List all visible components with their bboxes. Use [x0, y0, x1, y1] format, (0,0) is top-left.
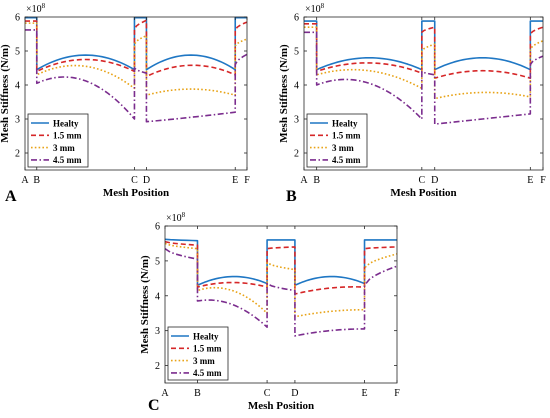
y-tick-label: 5	[155, 256, 160, 267]
y-tick-label: 4	[294, 81, 299, 92]
y-multiplier-base: ×10	[166, 213, 182, 224]
legend: Healty 1.5 mm 3 mm 4.5 mm	[27, 113, 89, 168]
x-axis-label: Mesh Position	[248, 400, 314, 412]
x-tick-label: E	[527, 175, 533, 186]
y-axis-label: Mesh Stiffness (N/m)	[139, 255, 151, 354]
y-axis-label: Mesh Stiffness (N/m)	[278, 44, 290, 143]
y-multiplier-base: ×10	[305, 4, 321, 15]
y-tick-label: 6	[155, 222, 160, 233]
y-axis-multiplier: ×108	[26, 2, 46, 15]
legend-entry-label: 3 mm	[53, 143, 75, 153]
panel-label: C	[148, 397, 160, 414]
x-tick-label: B	[33, 175, 40, 186]
series-line-4-5-mm	[165, 248, 397, 337]
series-line-4-5-mm	[304, 31, 543, 125]
y-tick-label: 3	[155, 326, 160, 337]
y-tick-label: 5	[294, 47, 299, 58]
chart-panel-c: 2 3 4 5 6 A B C D E F ×108 Mesh Position Mesh Stiffne…	[139, 211, 400, 414]
legend-entry-label: 4.5 mm	[193, 368, 222, 378]
legend-entry-label: Healty	[332, 118, 358, 128]
plot-area-frame	[164, 225, 398, 384]
series-line-4-5-mm	[25, 29, 247, 123]
legend-entry-label: Healty	[193, 331, 219, 341]
series-line-1-5-mm	[165, 240, 397, 295]
legend-entry-label: 3 mm	[193, 356, 215, 366]
series-line-3-mm	[165, 242, 397, 318]
y-tick-label: 3	[294, 115, 299, 126]
x-tick-label: B	[194, 388, 201, 399]
y-tick-label: 2	[294, 149, 299, 160]
series-line-healty	[165, 238, 397, 287]
x-axis-label: Mesh Position	[103, 187, 169, 199]
series-line-1-5-mm	[304, 23, 543, 79]
panel-label: A	[5, 188, 17, 205]
y-tick-label: 4	[15, 81, 20, 92]
legend: Healty 1.5 mm 3 mm 4.5 mm	[306, 113, 368, 168]
x-tick-label: E	[361, 388, 367, 399]
series-line-healty	[304, 20, 543, 71]
x-tick-label: D	[291, 388, 298, 399]
y-axis-multiplier: ×108	[166, 211, 186, 224]
x-tick-label: B	[313, 175, 320, 186]
series-line-healty	[25, 16, 247, 71]
x-tick-label: A	[161, 388, 169, 399]
x-tick-label: E	[232, 175, 238, 186]
y-multiplier-exponent: 8	[182, 211, 186, 219]
y-multiplier-exponent: 8	[321, 2, 325, 10]
series-line-1-5-mm	[25, 19, 247, 78]
x-tick-label: A	[300, 175, 308, 186]
plot-area-frame	[303, 16, 544, 171]
y-multiplier-base: ×10	[26, 4, 42, 15]
x-tick-label: D	[431, 175, 438, 186]
x-tick-label: D	[143, 175, 150, 186]
x-axis-label: Mesh Position	[390, 187, 456, 199]
y-tick-label: 6	[15, 13, 20, 24]
y-axis-multiplier: ×108	[305, 2, 325, 15]
x-tick-label: C	[264, 388, 271, 399]
y-multiplier-exponent: 8	[42, 2, 46, 10]
y-tick-label: 2	[15, 149, 20, 160]
x-tick-label: A	[21, 175, 29, 186]
y-tick-label: 6	[294, 13, 299, 24]
chart-panel-b: 2 3 4 5 6 A B C D E F ×108 Mesh Position Mesh Stiffne…	[278, 2, 546, 205]
x-tick-label: F	[244, 175, 250, 186]
y-axis-label: Mesh Stiffness (N/m)	[0, 44, 11, 143]
x-tick-label: C	[131, 175, 138, 186]
x-tick-label: F	[394, 388, 400, 399]
plot-area-frame	[24, 16, 248, 171]
legend-entry-label: 4.5 mm	[332, 155, 361, 165]
series-line-3-mm	[304, 26, 543, 100]
legend: Healty 1.5 mm 3 mm 4.5 mm	[167, 326, 229, 381]
series-line-3-mm	[25, 22, 247, 96]
x-tick-label: F	[540, 175, 546, 186]
panel-label: B	[286, 188, 297, 205]
legend-entry-label: 1.5 mm	[332, 131, 361, 141]
y-tick-label: 2	[155, 361, 160, 372]
y-tick-label: 5	[15, 47, 20, 58]
legend-entry-label: Healty	[53, 118, 79, 128]
legend-entry-label: 1.5 mm	[193, 344, 222, 354]
legend-entry-label: 4.5 mm	[53, 155, 82, 165]
y-tick-label: 4	[155, 291, 160, 302]
x-tick-label: C	[418, 175, 425, 186]
y-tick-label: 3	[15, 115, 20, 126]
legend-entry-label: 3 mm	[332, 143, 354, 153]
legend-entry-label: 1.5 mm	[53, 131, 82, 141]
